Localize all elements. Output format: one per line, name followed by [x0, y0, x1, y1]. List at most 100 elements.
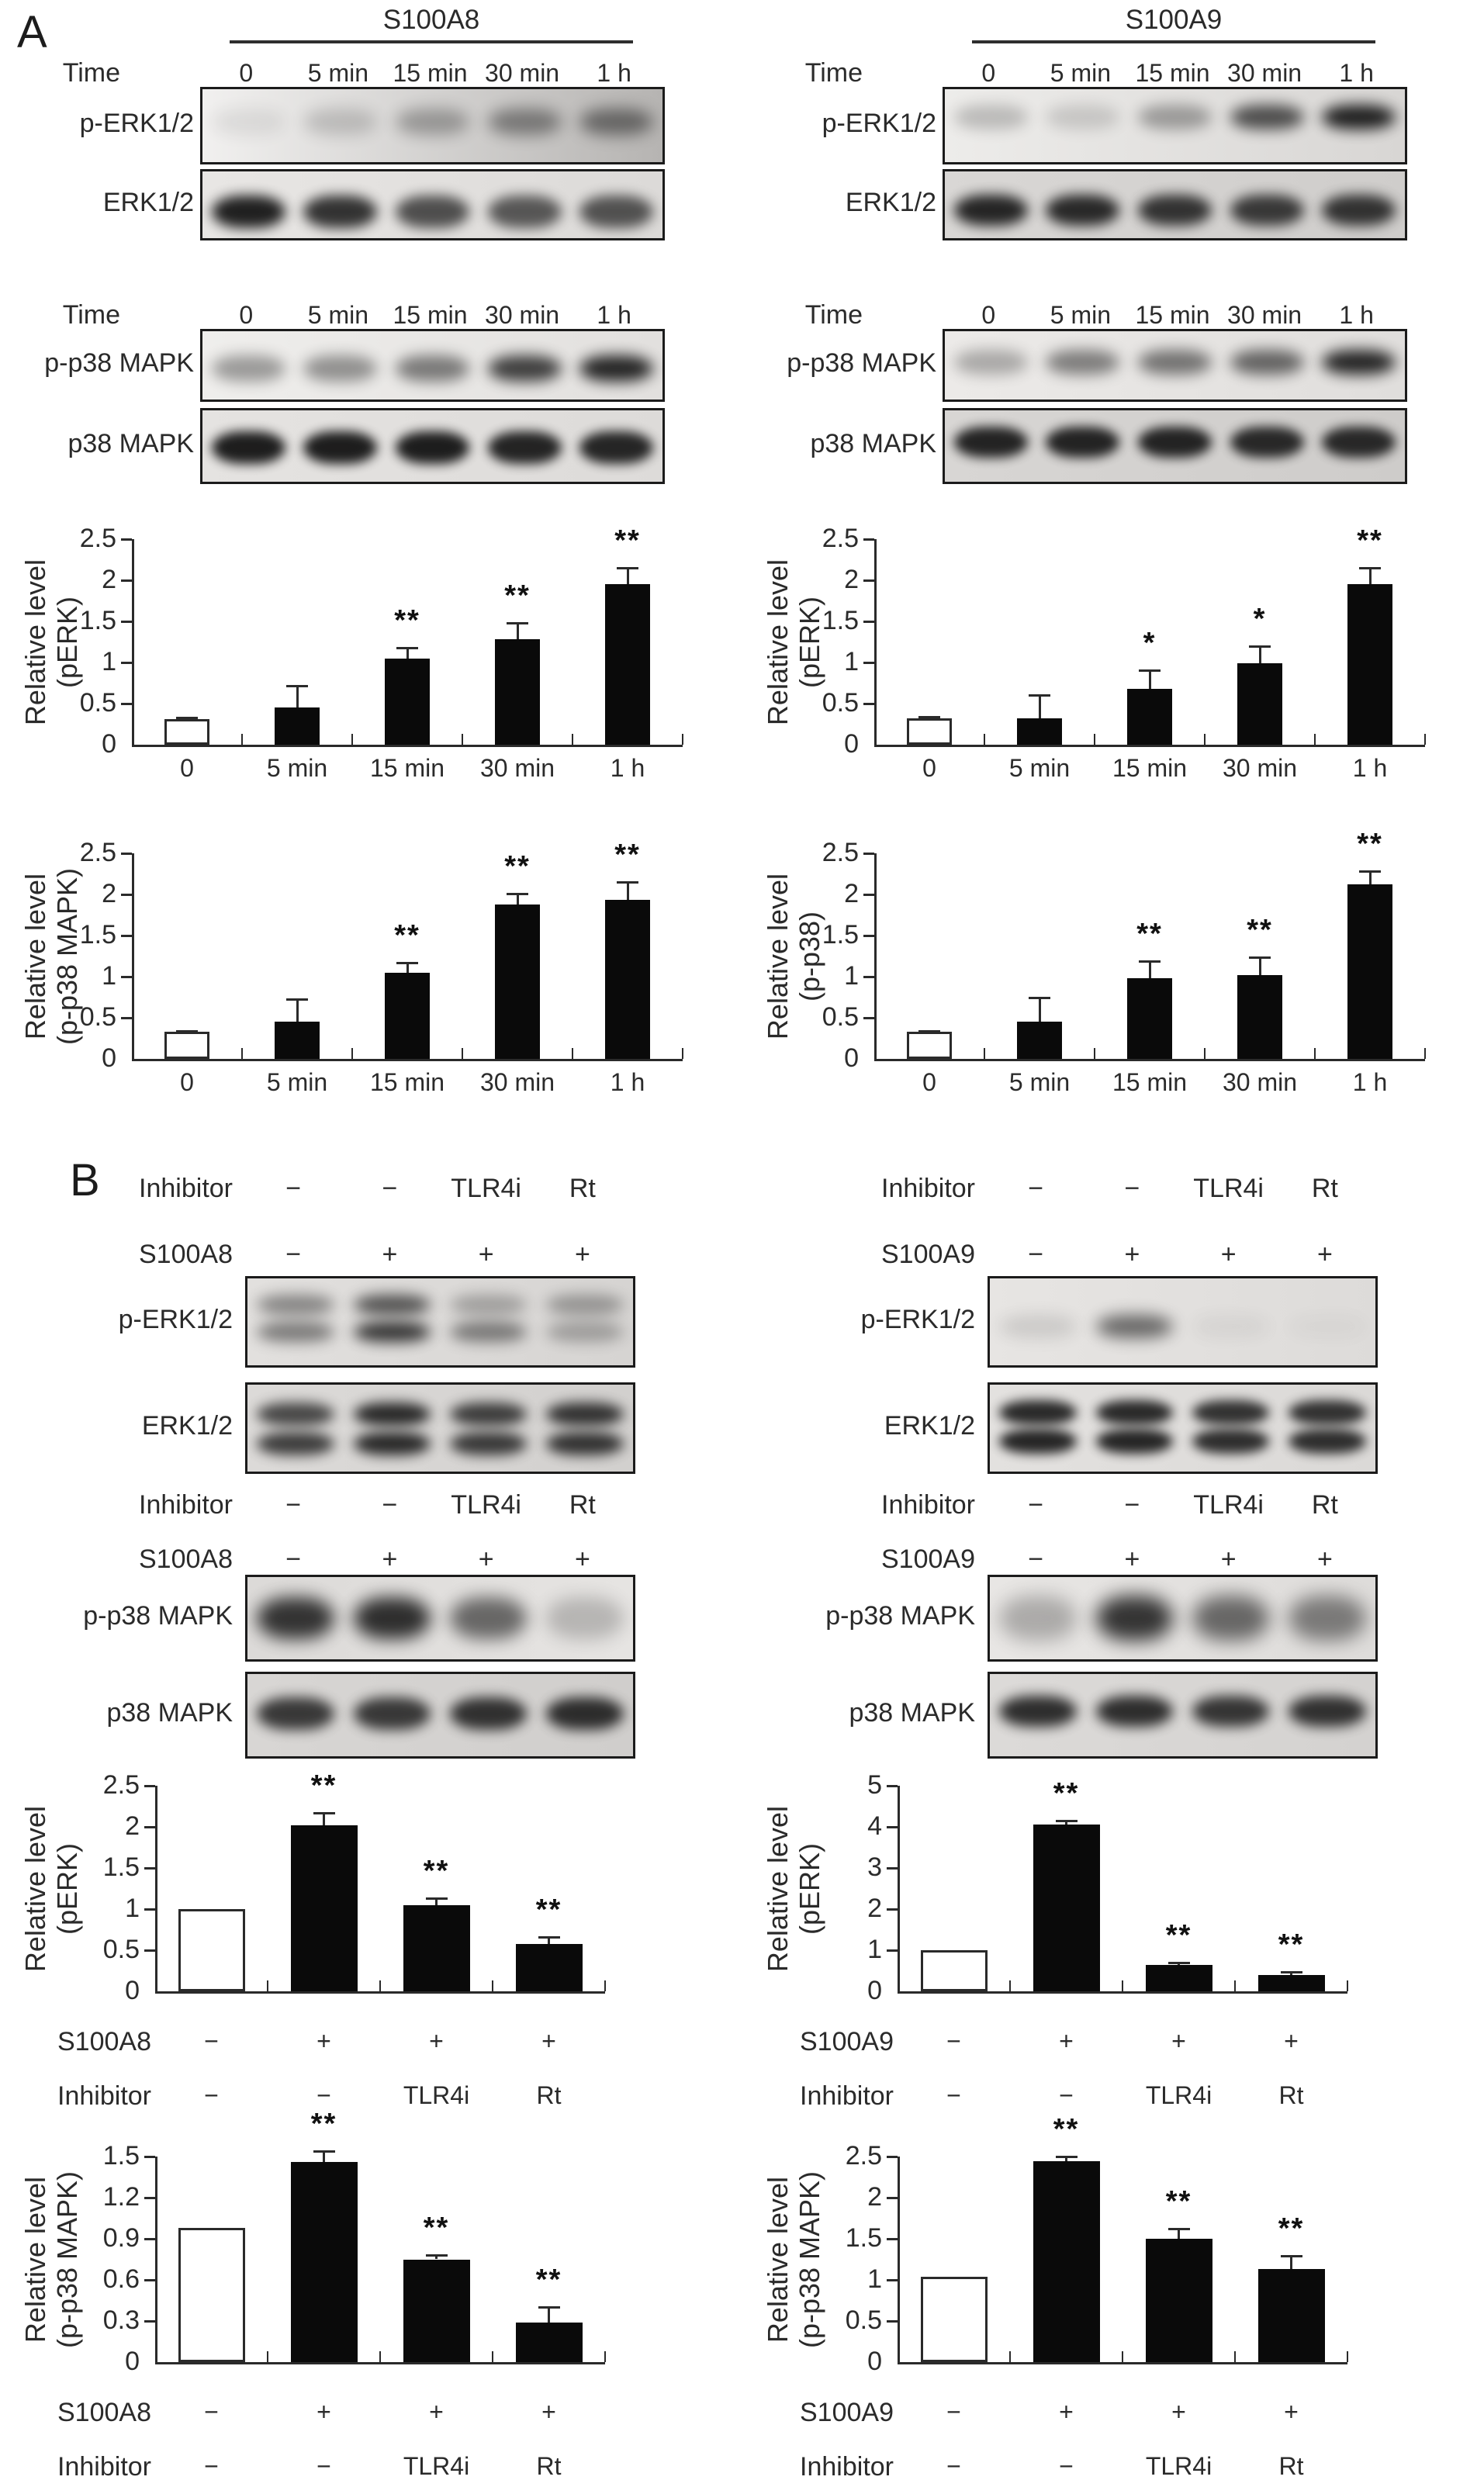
error-cap — [1029, 694, 1050, 697]
error-cap — [1139, 960, 1161, 963]
cell-value: TLR4i — [1193, 1173, 1264, 1203]
condition-row-label: S100A9 — [800, 2398, 894, 2427]
y-tick-mark — [887, 2238, 898, 2240]
blot-band — [257, 1322, 334, 1343]
condition-value: − — [317, 2081, 331, 2109]
error-whisker — [1065, 2157, 1067, 2162]
y-tick-mark — [121, 976, 132, 978]
blot-band — [1138, 194, 1212, 226]
x-axis — [132, 745, 683, 747]
y-tick-mark — [144, 2156, 155, 2158]
condition-row-label: S100A8 — [57, 2027, 151, 2056]
y-tick-mark — [144, 1949, 155, 1952]
error-whisker — [1290, 2256, 1292, 2270]
agent-label: S100A9 — [881, 1544, 975, 1574]
error-whisker — [323, 1812, 325, 1825]
cell-value: + — [1316, 1544, 1333, 1574]
bar — [178, 1909, 245, 1991]
y-tick-label: 1 — [102, 961, 116, 991]
inhibitor-values: − − TLR4i Rt — [988, 1171, 1373, 1205]
error-whisker — [1148, 960, 1151, 979]
y-tick-label: 2.5 — [102, 1770, 140, 1800]
western-blot-p38 — [943, 408, 1407, 484]
cell-value: 5 min — [307, 300, 369, 329]
inhibitor-row: Inhibitor − − TLR4i Rt — [0, 1488, 742, 1522]
y-tick-mark — [887, 2279, 898, 2281]
error-cap — [1249, 645, 1271, 648]
condition-value: TLR4i — [403, 2081, 470, 2109]
blot-band — [1095, 1695, 1174, 1727]
agent-values: − + + + — [245, 1237, 631, 1271]
condition-value: − — [1059, 2452, 1074, 2480]
timepoint-labels: 0 5 min 15 min 30 min 1 h — [943, 56, 1403, 90]
blot-band — [953, 194, 1028, 226]
y-tick-label: 1.5 — [102, 1852, 140, 1882]
blot-band — [999, 1695, 1077, 1727]
cell-value: − — [1124, 1173, 1140, 1203]
agent-values: − + + + — [988, 1542, 1373, 1576]
x-axis — [155, 2362, 605, 2364]
western-blot-p-erk — [200, 87, 665, 164]
agent-label: S100A8 — [139, 1544, 233, 1574]
blot-band — [353, 1294, 431, 1315]
condition-value: − — [317, 2452, 331, 2480]
x-tick-mark — [1122, 2351, 1123, 2362]
blot-band — [1095, 1314, 1174, 1338]
blot-band — [999, 1314, 1077, 1338]
cell-value: + — [478, 1239, 494, 1269]
bar — [385, 658, 430, 745]
error-whisker — [1038, 695, 1041, 719]
blot-band — [353, 1432, 431, 1456]
header-underline — [230, 40, 633, 43]
blot-label-p38: p38 MAPK — [810, 428, 936, 458]
x-axis — [874, 1059, 1425, 1061]
y-tick-label: 2 — [102, 879, 116, 908]
bar-chart-p-p38-inhibitors-s100a9: Relative level (p-p38 MAPK) 0 0.5 1 1.5 2 2.5 **… — [742, 2113, 1484, 2487]
bar-chart-p-p38-inhibitors-s100a8: Relative level (p-p38 MAPK) 0 0.3 0.6 0.9 1.2 1… — [0, 2108, 742, 2487]
western-blot-p38 — [200, 408, 665, 484]
cell-value: 15 min — [1135, 58, 1210, 87]
time-row: Time 0 5 min 15 min 30 min 1 h — [742, 56, 1484, 90]
western-blot-p-p38 — [200, 329, 665, 402]
agent-row: S100A9 − + + + — [742, 1237, 1484, 1271]
blot-band — [353, 1322, 431, 1343]
y-tick-mark — [863, 1017, 874, 1019]
western-blot-p-erk — [245, 1276, 635, 1368]
condition-value: Rt — [1278, 2081, 1304, 2109]
bar — [515, 1943, 583, 1991]
y-tick-mark — [144, 1908, 155, 1911]
western-blot-erk — [943, 169, 1407, 240]
y-tick-mark — [887, 2320, 898, 2323]
significance-stars: ** — [535, 2264, 562, 2297]
cell-value: 1 h — [597, 300, 631, 329]
error-cap — [425, 2254, 448, 2257]
y-tick-label: 2.5 — [822, 524, 859, 553]
error-whisker — [626, 882, 629, 901]
x-tick-label: 5 min — [266, 1068, 328, 1096]
y-tick-mark — [121, 853, 132, 855]
condition-value: + — [1284, 2398, 1299, 2426]
agent-values: − + + + — [988, 1237, 1373, 1271]
condition-row-label: Inhibitor — [800, 2081, 894, 2111]
y-tick-label: 4 — [867, 1811, 882, 1841]
significance-stars: ** — [310, 1769, 337, 1802]
header-underline — [972, 40, 1375, 43]
blot-band — [257, 1294, 334, 1315]
x-tick-label: 5 min — [1008, 1068, 1071, 1096]
significance-stars: ** — [1053, 2113, 1080, 2146]
cell-value: Rt — [569, 1173, 596, 1203]
y-tick-label: 1 — [844, 961, 859, 991]
x-tick-label: 15 min — [1112, 754, 1188, 782]
inhibitor-values: − − TLR4i Rt — [245, 1488, 631, 1522]
error-whisker — [296, 998, 299, 1022]
y-tick-mark — [144, 1785, 155, 1787]
y-tick-mark — [121, 1017, 132, 1019]
y-axis — [874, 853, 877, 1061]
blot-band — [211, 355, 285, 382]
significance-stars: * — [1253, 602, 1267, 635]
bar — [385, 972, 430, 1059]
blot-band — [257, 1597, 334, 1639]
x-tick-mark — [984, 1048, 985, 1059]
condition-value: + — [317, 2398, 331, 2426]
cell-value: 0 — [239, 58, 254, 87]
